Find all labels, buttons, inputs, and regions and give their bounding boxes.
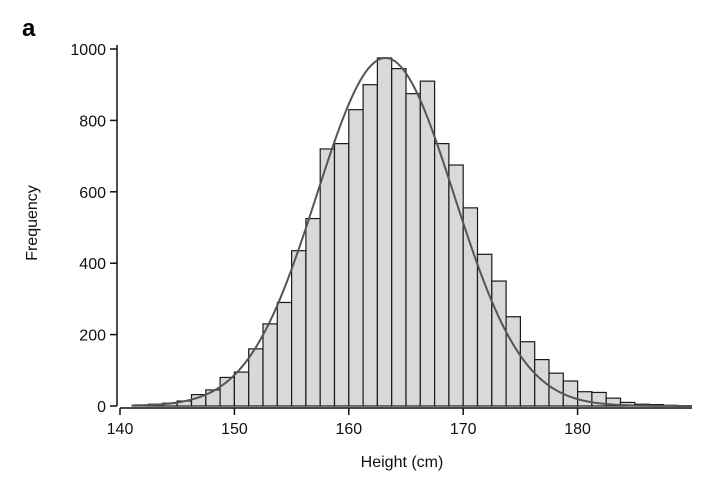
y-tick-label-1000: 1000	[70, 42, 106, 59]
histogram-bar-25	[491, 280, 507, 407]
histogram-bar-8	[248, 348, 264, 407]
histogram-bar-24	[476, 253, 493, 407]
y-tick-label-600: 600	[79, 185, 106, 202]
y-tick-label-800: 800	[79, 113, 106, 130]
panel-label: a	[22, 15, 36, 42]
histogram-bar-21	[434, 143, 450, 407]
histogram-bar-27	[519, 341, 536, 407]
histogram-bar-30	[562, 380, 579, 407]
histogram-bar-18	[391, 68, 407, 407]
bars-layer	[133, 57, 679, 407]
y-ticks: 0 200 400 600 800 1000	[70, 42, 117, 416]
histogram-bar-9	[262, 323, 278, 407]
histogram-bar-16	[362, 84, 379, 407]
histogram-bar-28	[534, 358, 550, 407]
x-tick-label-150: 150	[221, 421, 248, 438]
histogram-bar-14	[333, 143, 350, 407]
histogram-bar-10	[276, 301, 293, 407]
y-axis-title: Frequency	[24, 185, 41, 261]
x-ticks: 140 150 160 170 180	[107, 408, 591, 438]
histogram-bar-23	[462, 207, 479, 407]
x-tick-label-140: 140	[107, 421, 134, 438]
x-tick-label-180: 180	[564, 421, 591, 438]
histogram-bar-26	[505, 316, 522, 407]
axes-layer	[116, 45, 692, 409]
x-tick-label-170: 170	[450, 421, 477, 438]
histogram-bar-15	[348, 109, 364, 407]
curve-layer	[131, 56, 692, 407]
density-curve	[131, 56, 692, 407]
y-tick-label-0: 0	[97, 399, 106, 416]
histogram-bar-13	[319, 148, 336, 407]
histogram-bar-12	[305, 217, 321, 407]
histogram-bar-19	[405, 93, 421, 407]
histogram-bar-5	[205, 389, 221, 407]
histogram-bar-11	[291, 250, 307, 407]
x-tick-label-160: 160	[335, 421, 362, 438]
x-axis-title: Height (cm)	[361, 454, 444, 471]
y-tick-label-400: 400	[79, 256, 106, 273]
histogram-bar-17	[376, 57, 393, 407]
y-tick-label-200: 200	[79, 328, 106, 345]
histogram-bar-7	[233, 371, 250, 407]
